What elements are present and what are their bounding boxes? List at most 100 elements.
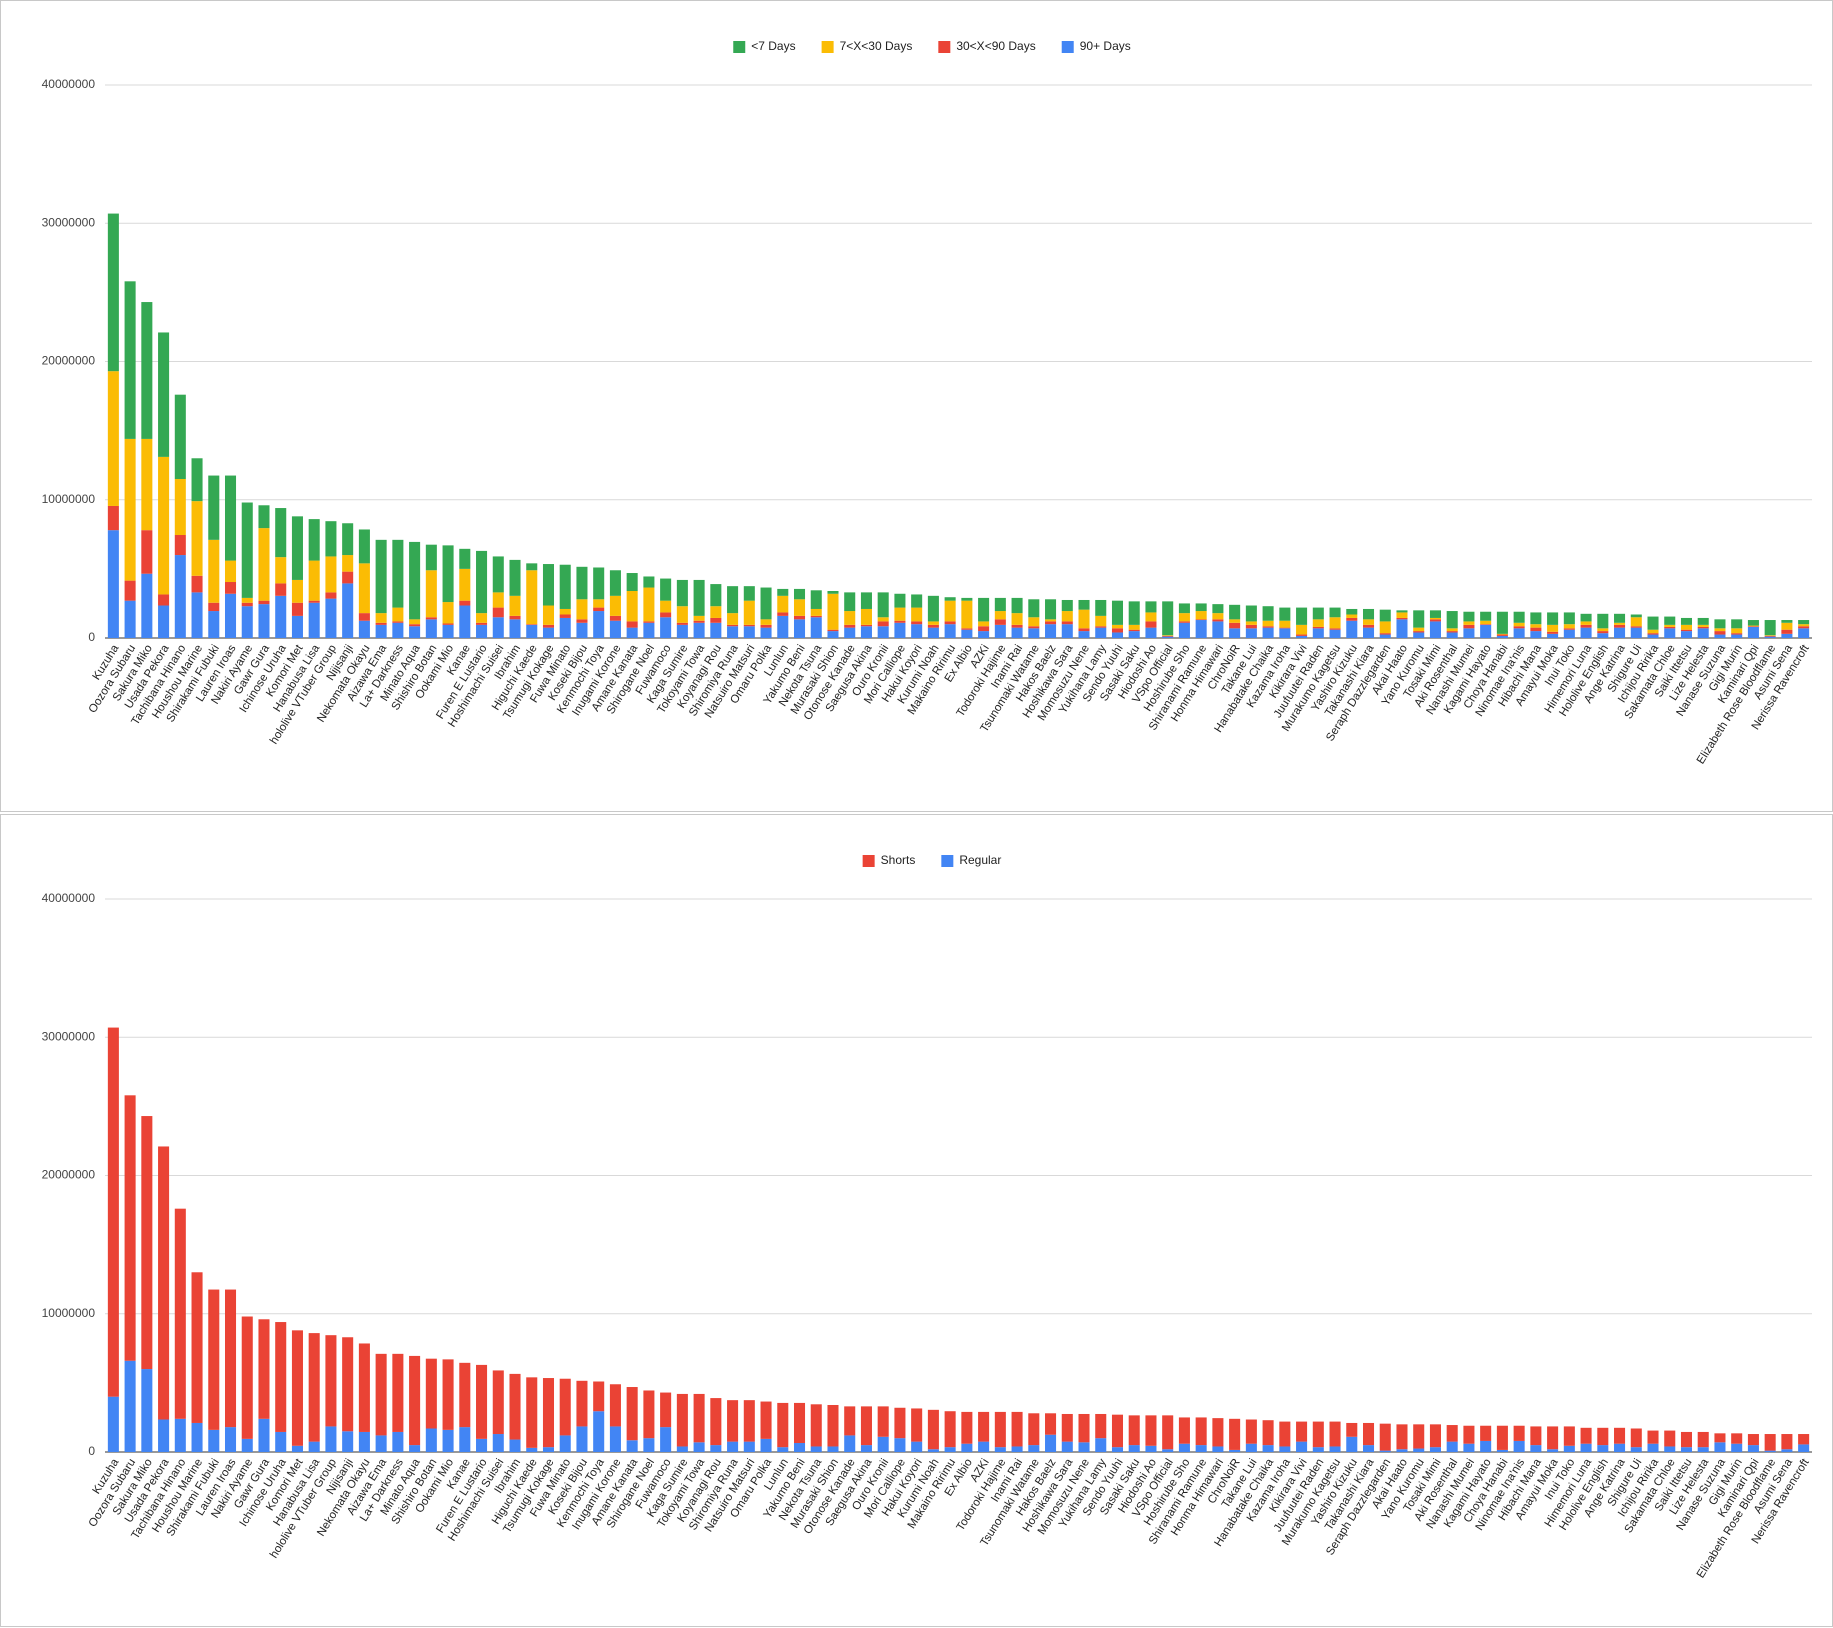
- bar-segment: [1379, 1450, 1391, 1452]
- bar-segment: [1396, 612, 1408, 618]
- bar-segment: [1597, 628, 1609, 632]
- bar-segment: [1664, 616, 1676, 625]
- y-tick-label: 20000000: [42, 1168, 96, 1182]
- bar-segment: [1747, 625, 1759, 627]
- bar-segment: [1413, 627, 1425, 632]
- bar-segment: [1530, 1445, 1542, 1452]
- bar-segment: [1597, 633, 1609, 638]
- bar-segment: [358, 620, 370, 638]
- y-tick-label: 30000000: [42, 1029, 96, 1043]
- bar-segment: [526, 1377, 538, 1448]
- bar-segment: [1714, 634, 1726, 638]
- bar-segment: [1111, 1414, 1124, 1448]
- bar-segment: [1095, 626, 1107, 628]
- bar-segment: [927, 595, 939, 622]
- bar-segment: [1162, 1415, 1174, 1450]
- bar-segment: [961, 629, 973, 638]
- bar-segment: [308, 519, 320, 561]
- bar-segment: [425, 619, 437, 638]
- bar-segment: [174, 394, 186, 480]
- bar-segment: [1747, 620, 1759, 626]
- bar-segment: [1413, 1448, 1425, 1452]
- bar-segment: [1011, 624, 1023, 628]
- bar-segment: [1764, 636, 1776, 638]
- bar-segment: [208, 475, 220, 540]
- bar-segment: [576, 566, 588, 600]
- bar-segment: [609, 1384, 621, 1427]
- bar-segment: [1296, 624, 1308, 635]
- bar-segment: [459, 1427, 471, 1452]
- bar-segment: [660, 600, 672, 613]
- bar-segment: [559, 617, 571, 638]
- bar-segment: [1212, 604, 1224, 614]
- bar-segment: [124, 1360, 136, 1452]
- bar-segment: [241, 597, 253, 603]
- bar-segment: [1731, 634, 1743, 638]
- bar-segment: [593, 1411, 605, 1452]
- bar-segment: [1547, 1426, 1559, 1450]
- bar-segment: [141, 573, 153, 638]
- bar-segment: [1028, 1413, 1040, 1446]
- bar-segment: [459, 605, 471, 638]
- bar-segment: [224, 560, 237, 583]
- bar-segment: [1078, 609, 1090, 629]
- bar-segment: [1580, 1443, 1592, 1452]
- bar-segment: [191, 575, 203, 593]
- bar-segment: [1630, 617, 1642, 627]
- bar-segment: [325, 592, 337, 599]
- bar-segment: [626, 621, 638, 628]
- bar-segment: [1279, 1446, 1291, 1452]
- bar-segment: [158, 594, 170, 606]
- bar-segment: [124, 438, 136, 581]
- bar-segment: [1563, 1445, 1575, 1452]
- bar-segment: [308, 1333, 320, 1442]
- bar-segment: [158, 332, 170, 457]
- bar-segment: [1714, 628, 1726, 632]
- bar-segment: [1145, 621, 1157, 628]
- bar-segment: [643, 1438, 655, 1452]
- bar-segment: [1362, 1445, 1375, 1452]
- bar-segment: [559, 564, 571, 609]
- bar-segment: [1379, 634, 1391, 638]
- bar-segment: [1731, 1433, 1743, 1444]
- bar-segment: [1563, 612, 1575, 625]
- bar-segment: [291, 615, 303, 638]
- bar-segment: [1396, 1424, 1408, 1450]
- legend: Shorts Regular: [862, 853, 1001, 867]
- bar-segment: [1245, 605, 1257, 622]
- bar-segment: [1513, 622, 1525, 627]
- bar-segment: [1614, 613, 1626, 623]
- bar-segment: [1697, 1447, 1709, 1452]
- bar-segment: [1028, 626, 1040, 629]
- bar-segment: [1128, 624, 1140, 630]
- bar-segment: [1396, 619, 1408, 638]
- bar-segment: [827, 629, 839, 632]
- bar-segment: [542, 627, 555, 638]
- bar-segment: [1312, 1421, 1324, 1448]
- bar-segment: [693, 620, 705, 623]
- bar-segment: [693, 1393, 705, 1443]
- bar-segment: [325, 1426, 337, 1452]
- bar-segment: [1229, 619, 1241, 623]
- bar-segment: [392, 607, 404, 622]
- bar-segment: [342, 523, 354, 556]
- bar-segment: [693, 622, 705, 638]
- bar-segment: [1011, 1411, 1023, 1447]
- bar-segment: [291, 602, 303, 616]
- bar-segment: [660, 1392, 672, 1428]
- bar-segment: [492, 1434, 504, 1452]
- bar-segment: [927, 621, 939, 625]
- bar-segment: [760, 627, 772, 638]
- bar-segment: [643, 622, 655, 638]
- bar-segment: [1580, 613, 1592, 622]
- bar-segment: [358, 613, 370, 621]
- bar-segment: [978, 631, 990, 638]
- bar-segment: [760, 1438, 772, 1452]
- bar-segment: [1379, 609, 1391, 622]
- bar-segment: [1178, 613, 1190, 622]
- bar-segment: [1597, 613, 1609, 629]
- bar-segment: [1045, 1434, 1057, 1452]
- bar-segment: [509, 595, 521, 616]
- bar-segment: [1212, 619, 1224, 622]
